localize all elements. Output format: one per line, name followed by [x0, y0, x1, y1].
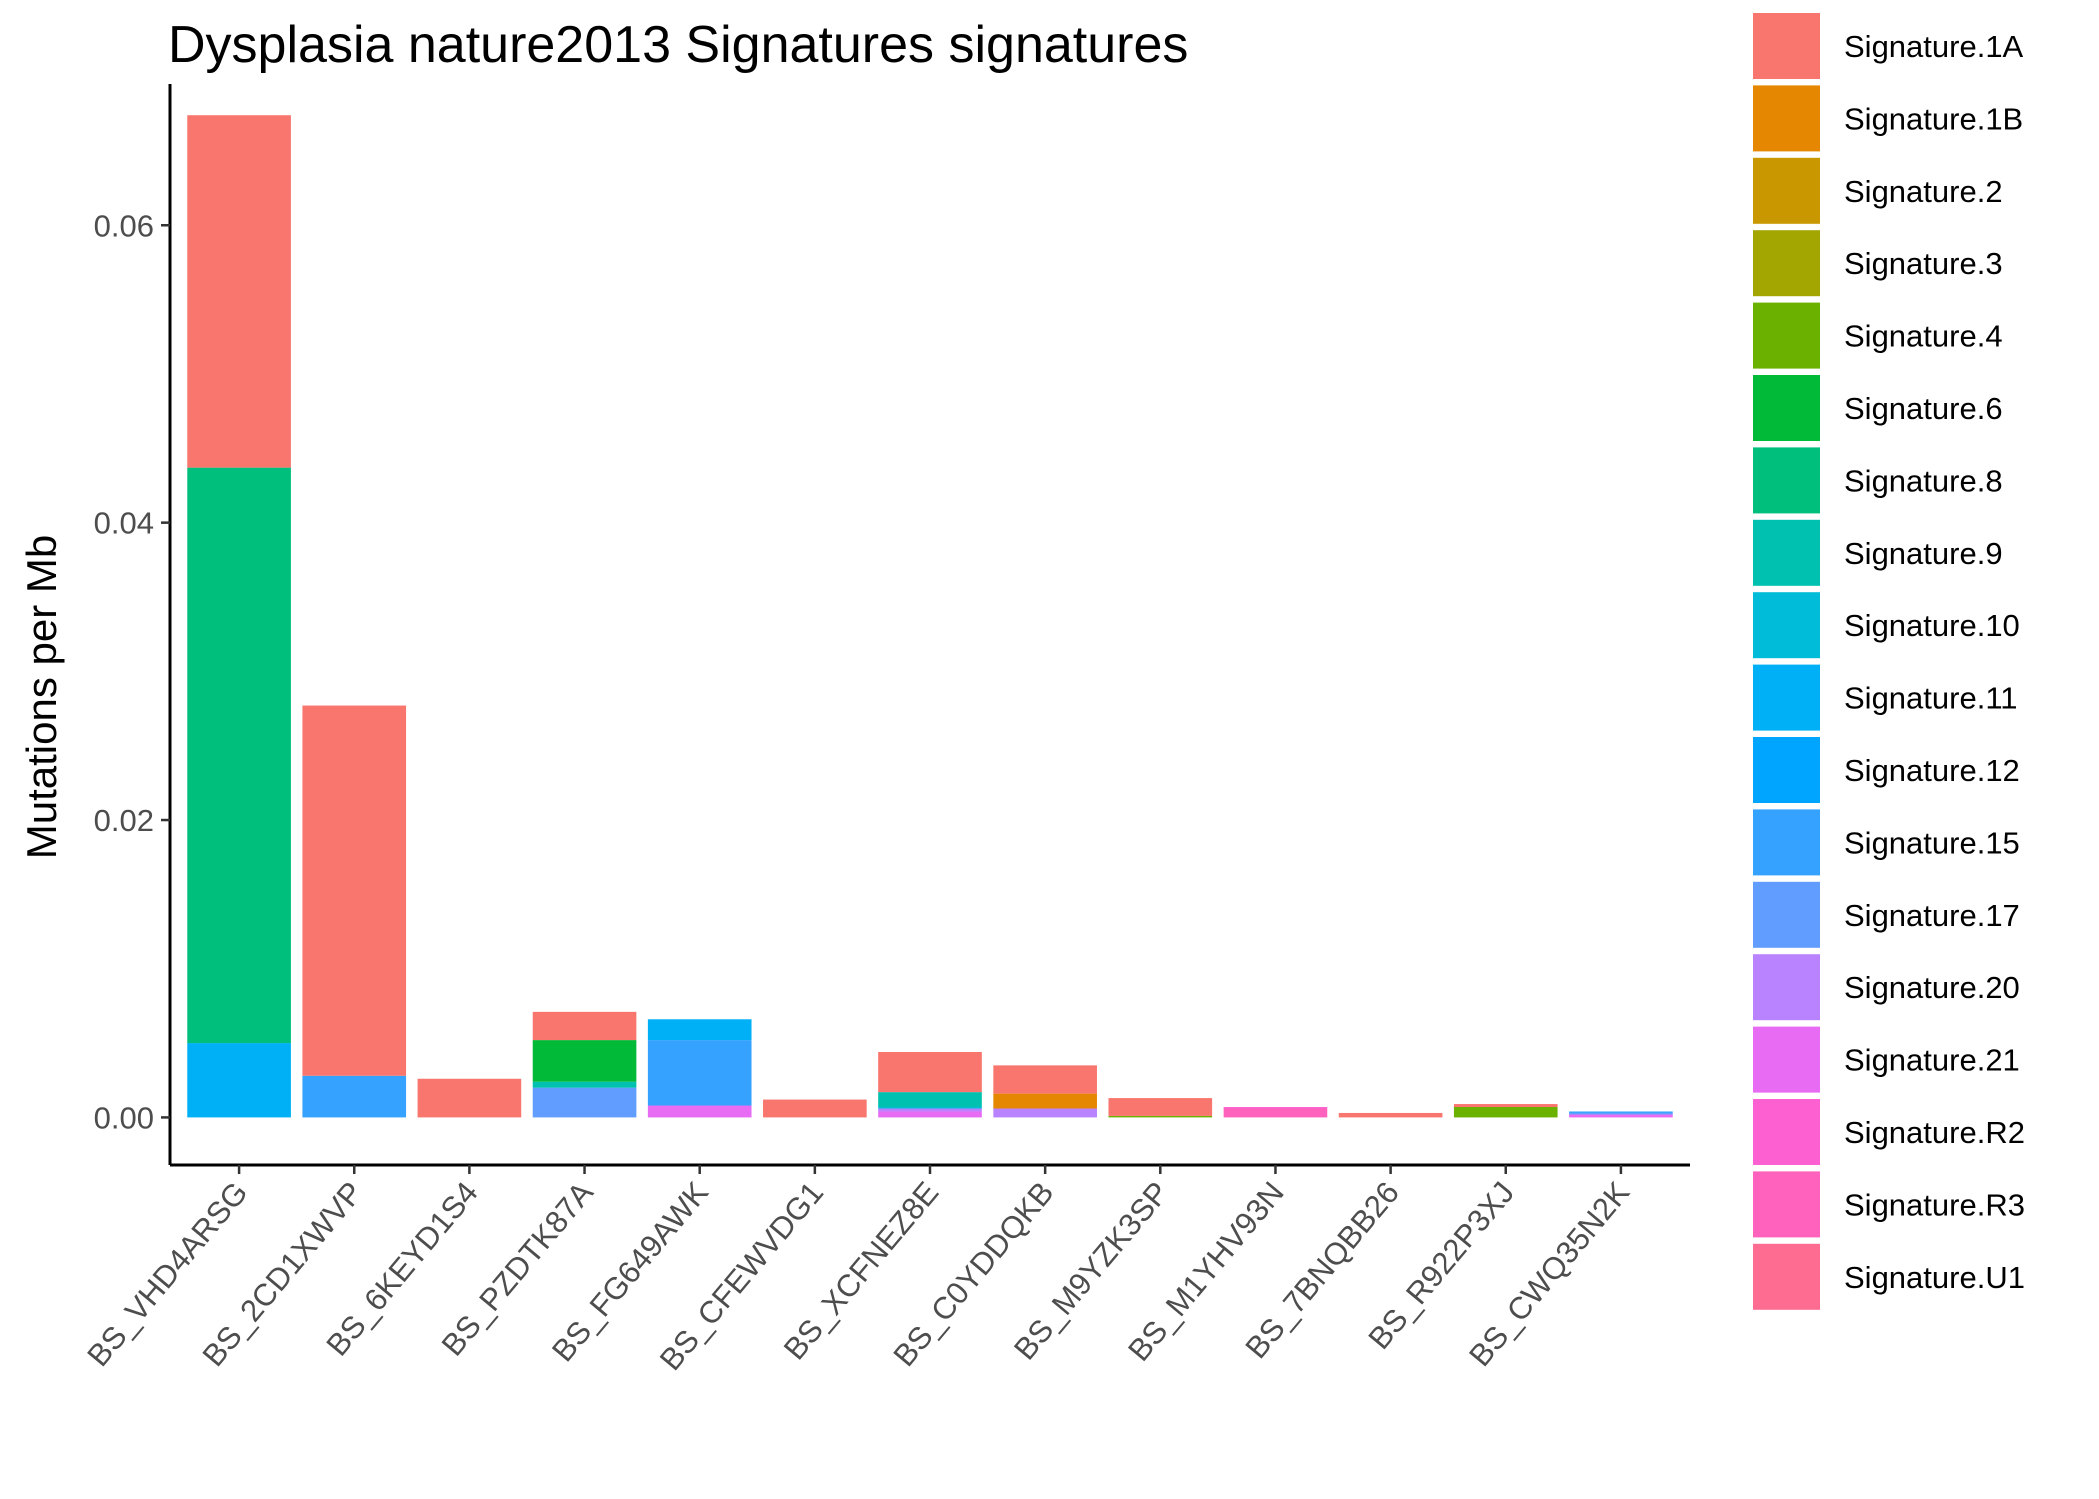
bar-bs-cwq35n2k-signature-17	[1569, 1112, 1673, 1115]
legend-key-signature-15	[1753, 809, 1820, 876]
legend-key-signature-8	[1753, 447, 1820, 514]
legend-key-signature-9	[1753, 519, 1820, 586]
legend-label: Signature.12	[1844, 753, 2020, 788]
bar-bs-m9yzk3sp-signature-1a	[1108, 1098, 1213, 1116]
legend-key-signature-12	[1753, 737, 1820, 803]
legend-label: Signature.17	[1844, 898, 2020, 933]
legend-label: Signature.6	[1844, 391, 2003, 426]
legend-label: Signature.2	[1844, 174, 2003, 209]
legend-key-signature-10	[1753, 592, 1820, 659]
bar-bs-m1yhv93n-signature-r2	[1223, 1107, 1328, 1109]
bar-bs-c0yddqkb-signature-1a	[993, 1065, 1097, 1094]
legend-key-signature-2	[1753, 157, 1820, 224]
y-tick-label: 0.06	[94, 208, 154, 243]
legend-key-signature-u1	[1753, 1243, 1820, 1310]
legend-label: Signature.R2	[1844, 1115, 2025, 1150]
bar-bs-fg649awk-signature-15	[647, 1040, 752, 1106]
bar-bs-m1yhv93n-signature-r3	[1223, 1108, 1328, 1118]
bar-bs-c0yddqkb-signature-20	[993, 1108, 1097, 1118]
bar-bs-fg649awk-signature-21	[647, 1105, 752, 1118]
chart-title: Dysplasia nature2013 Signatures signatur…	[168, 16, 1188, 74]
bar-bs-6keyd1s4-signature-1a	[417, 1078, 522, 1118]
bar-bs-pzdtk87a-signature-6	[532, 1040, 637, 1082]
legend-label: Signature.9	[1844, 536, 2003, 571]
legend-key-signature-r2	[1753, 1099, 1820, 1165]
legend-label: Signature.1A	[1844, 29, 2024, 64]
bar-bs-xcfnez8e-signature-10	[878, 1107, 982, 1109]
legend-label: Signature.1B	[1844, 101, 2023, 136]
bar-bs-xcfnez8e-signature-9	[878, 1092, 982, 1108]
legend-key-signature-21	[1753, 1026, 1820, 1093]
legend-key-signature-20	[1753, 954, 1820, 1021]
bar-bs-vhd4arsg-signature-8	[187, 467, 291, 1044]
bar-bs-m9yzk3sp-signature-4	[1108, 1115, 1213, 1118]
legend-label: Signature.3	[1844, 246, 2003, 281]
legend-label: Signature.4	[1844, 319, 2003, 354]
bar-bs-r922p3xj-signature-1a	[1453, 1104, 1558, 1108]
bar-bs-2cd1xwvp-signature-15	[302, 1075, 407, 1118]
bar-bs-vhd4arsg-signature-1a	[187, 115, 291, 468]
bar-bs-cwq35n2k-signature-21	[1569, 1114, 1673, 1118]
legend-label: Signature.10	[1844, 608, 2020, 643]
legend-label: Signature.11	[1844, 681, 2018, 716]
legend-label: Signature.21	[1844, 1043, 2020, 1078]
bar-bs-cwq35n2k-signature-15	[1569, 1111, 1673, 1113]
y-tick-label: 0.04	[94, 506, 154, 541]
legend-label: Signature.15	[1844, 825, 2020, 860]
y-axis-label: Mutations per Mb	[18, 535, 65, 859]
bar-bs-fg649awk-signature-11	[647, 1019, 752, 1041]
legend-key-signature-6	[1753, 375, 1820, 441]
legend-label: Signature.8	[1844, 463, 2003, 498]
y-tick-label: 0.02	[94, 803, 154, 838]
legend-key-signature-4	[1753, 302, 1820, 369]
bar-bs-xcfnez8e-signature-20	[878, 1108, 982, 1112]
legend-key-signature-17	[1753, 881, 1820, 948]
legend-key-signature-1b	[1753, 85, 1820, 152]
bar-bs-c0yddqkb-signature-1b	[993, 1093, 1097, 1109]
bar-bs-vhd4arsg-signature-11	[187, 1043, 291, 1118]
bar-bs-r922p3xj-signature-4	[1453, 1107, 1558, 1118]
bar-bs-pzdtk87a-signature-17	[532, 1087, 637, 1118]
legend-key-signature-r3	[1753, 1171, 1820, 1238]
bar-bs-pzdtk87a-signature-9	[532, 1081, 637, 1088]
bar-bs-xcfnez8e-signature-1a	[878, 1051, 982, 1093]
legend-label: Signature.R3	[1844, 1187, 2025, 1222]
legend-key-signature-11	[1753, 664, 1820, 731]
bar-bs-cfewvdg1-signature-1a	[763, 1099, 867, 1118]
bar-bs-pzdtk87a-signature-1a	[532, 1011, 637, 1041]
legend: Signature.1A Signature.1B Signature.2 Signa…	[1753, 13, 2025, 1310]
bars-group	[187, 115, 1673, 1118]
bar-bs-7bnqbb26-signature-1a	[1338, 1112, 1443, 1118]
legend-key-signature-3	[1753, 230, 1820, 297]
y-tick-label: 0.00	[94, 1100, 154, 1135]
legend-label: Signature.20	[1844, 970, 2020, 1005]
y-axis: 0.00 0.02 0.04 0.06	[94, 84, 172, 1165]
bar-bs-2cd1xwvp-signature-1a	[302, 705, 407, 1076]
x-axis: BS_VHD4ARSGBS_2CD1XWVPBS_6KEYD1S4BS_PZDT…	[80, 1163, 1690, 1377]
bar-bs-xcfnez8e-signature-21	[878, 1111, 982, 1118]
legend-label: Signature.U1	[1844, 1260, 2025, 1295]
legend-key-signature-1a	[1753, 13, 1820, 79]
